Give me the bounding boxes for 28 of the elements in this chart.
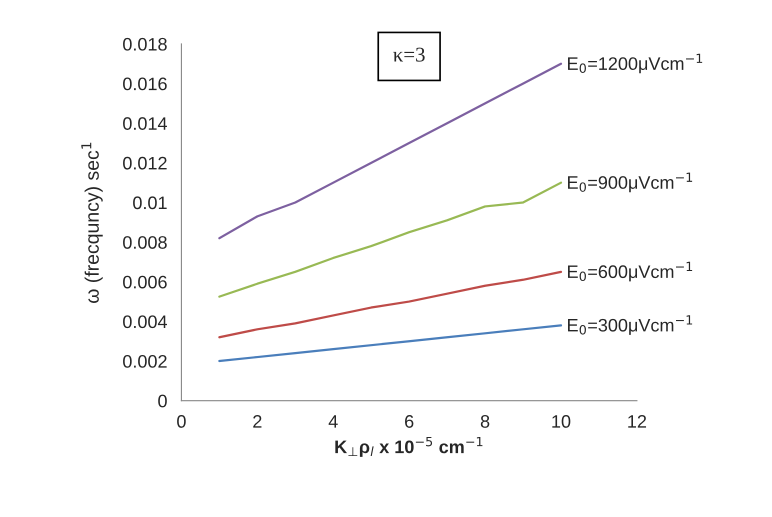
x-tick-label: 8 [480,415,490,428]
y-tick-label: 0.01 [133,196,167,210]
y-tick-label: 0.016 [123,78,167,90]
series-label: E$_{0}$=1200μVcm$^{−1}$ [568,54,702,74]
x-tick-label: 10 [552,415,570,428]
y-axis-title: ω (frecquncy) sec$^{1}$ [81,142,103,303]
line-series [218,182,562,298]
series-label: E$_{0}$=600μVcm$^{−1}$ [568,262,692,282]
y-tick-label: 0.012 [123,156,167,170]
x-tick-label: 4 [328,415,338,428]
line-series [218,62,562,240]
y-tick-label: 0.008 [123,236,167,249]
line-series [218,270,562,338]
y-tick-label: 0.004 [123,315,168,328]
x-axis-title: K$_{⊥}$ρ$_{l}$ x 10$^{−5}$ cm$^{−1}$ [335,436,482,457]
annotation: κ=3 [393,48,425,62]
y-tick-label: 0.014 [123,117,168,130]
x-tick-label: 0 [177,415,186,428]
y-tick-label: 0.006 [123,276,167,288]
y-tick-label: 0.018 [123,38,167,51]
y-tick-label: 0.002 [123,354,167,368]
x-tick-label: 6 [405,415,414,428]
y-tick-label: 0 [158,394,167,408]
series-label: E$_{0}$=300μVcm$^{−1}$ [568,315,692,335]
x-tick-label: 2 [253,415,262,428]
series-label: E$_{0}$=900μVcm$^{−1}$ [568,172,692,192]
x-tick-label: 12 [628,415,646,428]
line-series [218,324,562,362]
